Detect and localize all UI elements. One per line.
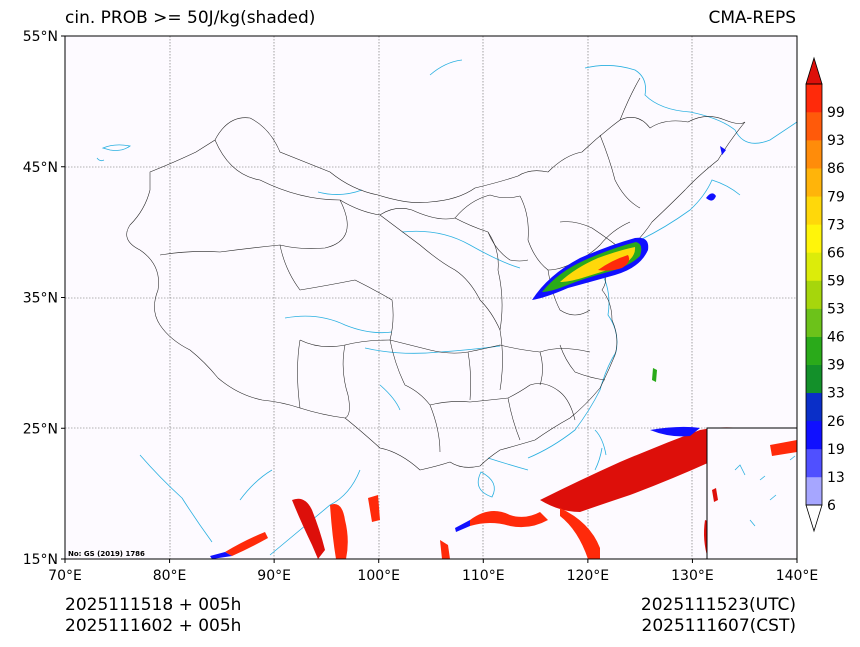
valid-time-utc: 2025111523(UTC) [640,595,796,615]
colorbar-label: 53 [827,302,845,318]
colorbar-label: 6 [827,498,836,514]
valid-time-cst: 2025111607(CST) [641,616,796,636]
longitude-labels: 70°E 80°E 90°E 100°E 110°E 120°E 130°E 140°E [48,568,818,584]
colorbar-segment [806,168,822,197]
colorbar-label: 19 [827,442,845,458]
colorbar-label: 93 [827,133,845,149]
colorbar-segment [806,252,822,281]
colorbar-segment [806,280,822,309]
colorbar-segment [806,336,822,365]
colorbar-segment [806,420,822,450]
colorbar-segment [806,196,822,225]
colorbar-over-arrow [805,56,823,85]
latitude-label: 55°N [23,29,58,45]
longitude-label: 80°E [153,568,187,584]
longitude-label: 130°E [671,568,714,584]
init-time-utc: 2025111518 + 005h [65,595,242,615]
latitude-label: 45°N [23,160,58,176]
longitude-label: 100°E [357,568,400,584]
rivers-coastlines [96,59,797,556]
longitude-label: 140°E [776,568,819,584]
chart-title: cin. PROB >= 50J/kg(shaded) [65,8,316,28]
colorbar-label: 73 [827,217,845,233]
longitude-label: 120°E [567,568,610,584]
init-time-cst: 2025111602 + 005h [65,616,242,636]
footer-right: 2025111523(UTC) 2025111607(CST) [641,595,796,637]
longitude-label: 70°E [48,568,82,584]
latitude-label: 25°N [23,421,58,437]
borders [126,77,746,471]
colorbar-label: 39 [827,358,845,374]
colorbar-segment [806,392,822,422]
colorbar-label: 79 [827,189,845,205]
colorbar-label: 26 [827,414,845,430]
colorbar-label: 59 [827,273,845,289]
latitude-label: 15°N [23,552,58,568]
colorbar-label: 13 [827,470,845,486]
footer-left: 2025111518 + 005h 2025111602 + 005h [65,595,241,637]
longitude-label: 110°E [462,568,505,584]
map-background [65,36,797,559]
colorbar-label: 46 [827,330,845,346]
colorbar-label: 66 [827,245,845,261]
model-name: CMA-REPS [708,8,796,28]
latitude-labels: 55°N 45°N 35°N 25°N 15°N [23,29,58,568]
axis-ticks [61,35,798,563]
colorbar-segment [806,364,822,394]
colorbar-segment [806,84,822,113]
latitude-label: 35°N [23,291,58,307]
colorbar-segment [806,112,822,141]
colorbar-label: 99 [827,105,845,121]
colorbar-segment [806,224,822,253]
colorbar-label: 86 [827,161,845,177]
probability-shading [210,146,797,559]
colorbar-under-arrow [805,504,823,533]
longitude-label: 90°E [257,568,291,584]
colorbar-segment [806,476,822,506]
colorbar-segment [806,308,822,337]
colorbar-segment [806,448,822,478]
colorbar-segment [806,140,822,169]
map-watermark: No: GS (2019) 1786 [68,550,145,558]
colorbar: 6 13 19 26 33 39 46 53 59 66 73 79 86 93 99 [805,56,845,533]
colorbar-label: 33 [827,386,845,402]
